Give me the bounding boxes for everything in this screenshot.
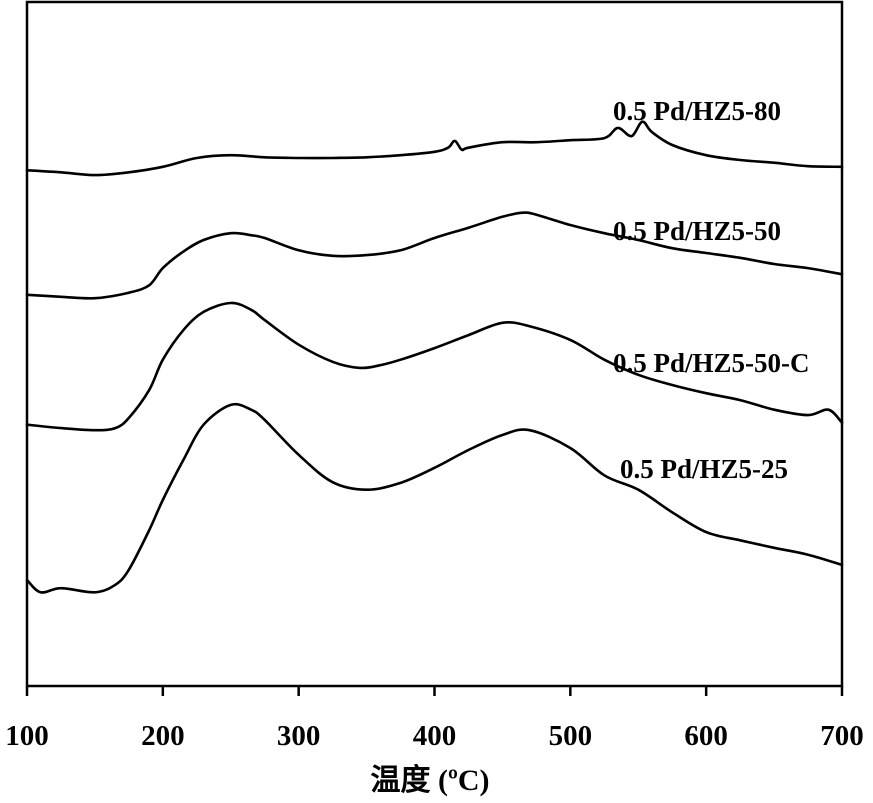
- series-label-3: 0.5 Pd/HZ5-50-C: [613, 348, 810, 378]
- x-tick-label-400: 400: [413, 720, 457, 752]
- series-label-1: 0.5 Pd/HZ5-80: [613, 96, 781, 126]
- x-axis-label: 温度 (ºC): [370, 764, 489, 797]
- x-axis-ticks: [25, 686, 844, 696]
- series-label-2: 0.5 Pd/HZ5-50: [613, 216, 781, 246]
- series-line-2: [25, 211, 844, 300]
- series-label-4: 0.5 Pd/HZ5-25: [620, 454, 788, 484]
- x-tick-label-300: 300: [277, 720, 321, 752]
- series-lines: [25, 120, 844, 594]
- series-labels: 0.5 Pd/HZ5-80 0.5 Pd/HZ5-50 0.5 Pd/HZ5-50-…: [613, 96, 810, 484]
- series-line-1: [25, 120, 844, 177]
- x-tick-label-100: 100: [5, 720, 49, 752]
- x-tick-label-500: 500: [549, 720, 593, 752]
- series-line-3: [25, 301, 844, 432]
- x-axis-tick-labels: 100 200 300 400 500 600 700: [5, 720, 864, 752]
- x-tick-label-200: 200: [141, 720, 185, 752]
- x-tick-label-600: 600: [684, 720, 728, 752]
- series-line-4: [25, 402, 844, 594]
- x-tick-label-700: 700: [820, 720, 864, 752]
